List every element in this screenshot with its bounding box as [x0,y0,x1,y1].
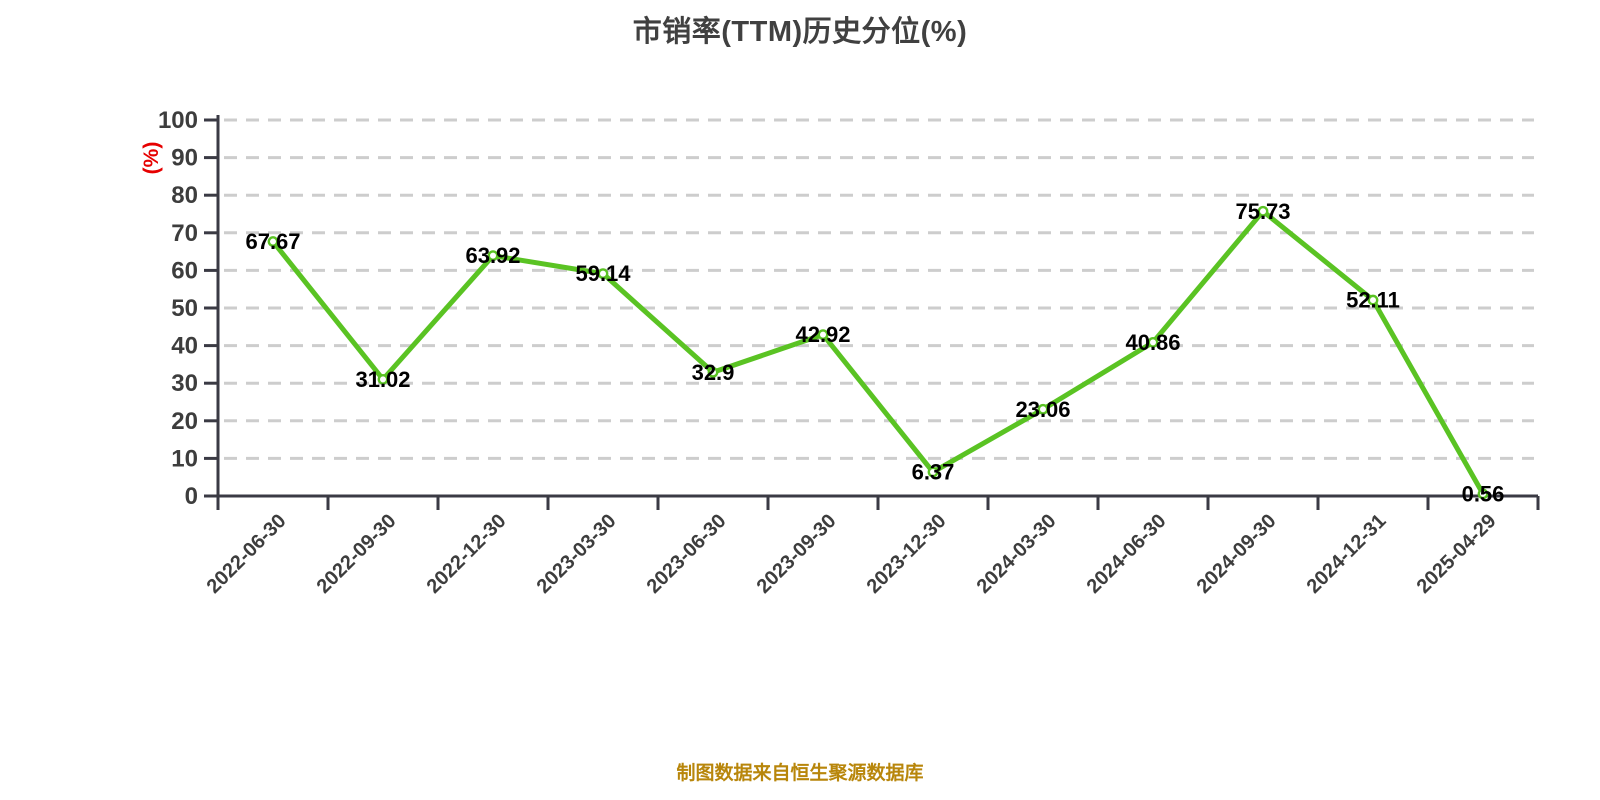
data-point-label: 6.37 [912,460,955,485]
y-tick-label: 50 [171,295,198,322]
data-point-label: 42.92 [795,322,850,347]
x-tick-label: 2024-03-30 [973,510,1061,598]
y-tick-label: 0 [185,483,198,510]
x-tick-label: 2023-03-30 [533,510,621,598]
data-point [817,329,829,341]
data-point [927,466,939,478]
data-point [1037,403,1049,415]
data-point-label: 67.67 [245,229,300,254]
x-tick-label: 2022-09-30 [313,510,401,598]
data-point [707,366,719,378]
data-point-label: 75.73 [1235,199,1290,224]
x-tick-label: 2024-09-30 [1193,510,1281,598]
y-tick-label: 20 [171,408,198,435]
chart-footer: 制图数据来自恒生聚源数据库 [676,763,924,784]
y-tick-label: 90 [171,145,198,172]
y-tick-label: 40 [171,333,198,360]
y-tick-label: 80 [171,182,198,209]
chart-title: 市销率(TTM)历史分位(%) [632,16,968,48]
x-tick-label: 2023-12-30 [863,510,951,598]
data-point [487,250,499,262]
x-tick-label: 2024-12-31 [1303,510,1391,598]
data-point-label: 40.86 [1125,330,1180,355]
data-point [267,236,279,247]
data-point-label: 32.9 [692,360,735,385]
x-tick-label: 2024-06-30 [1083,510,1171,598]
x-tick-label: 2022-06-30 [203,510,291,598]
x-tick-label: 2025-04-29 [1413,510,1501,598]
data-point [1367,294,1379,306]
y-tick-label: 10 [171,445,198,472]
data-point-label: 63.92 [465,243,520,268]
data-point-label: 0.56 [1462,481,1505,506]
data-point [1477,488,1489,500]
data-point-label: 31.02 [355,367,410,392]
x-tick-label: 2023-06-30 [643,510,731,598]
data-point-label: 52.11 [1346,288,1400,313]
data-point [1257,205,1269,217]
y-tick-label: 100 [158,107,198,134]
y-tick-label: 60 [171,257,198,284]
data-point-label: 59.14 [575,261,631,286]
series-line [270,208,1486,497]
y-tick-label: 30 [171,370,198,397]
x-tick-label: 2023-09-30 [753,510,841,598]
data-point [377,373,389,385]
y-tick-label: 70 [171,220,198,247]
data-point [1147,336,1159,348]
data-point-label: 23.06 [1015,397,1070,422]
x-tick-label: 2022-12-30 [423,510,511,598]
data-point [597,268,609,280]
